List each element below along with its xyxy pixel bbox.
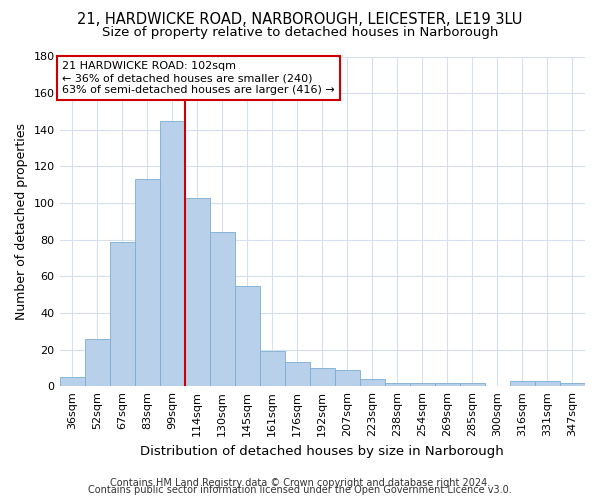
Bar (85, 338, 110, 386)
Text: Size of property relative to detached houses in Narborough: Size of property relative to detached ho… (102, 26, 498, 39)
Bar (209, 232, 235, 386)
Bar (335, 370, 360, 386)
Bar (110, 242, 134, 386)
Bar (535, 381, 560, 386)
Bar (59, 377, 85, 386)
Bar (385, 382, 410, 386)
Bar (260, 352, 285, 386)
Y-axis label: Number of detached properties: Number of detached properties (15, 123, 28, 320)
Bar (310, 368, 335, 386)
Bar (410, 382, 435, 386)
Bar (285, 362, 310, 386)
Bar (560, 382, 585, 386)
Bar (360, 379, 385, 386)
Bar (235, 286, 260, 386)
Bar (460, 382, 485, 386)
Text: Contains HM Land Registry data © Crown copyright and database right 2024.: Contains HM Land Registry data © Crown c… (110, 478, 490, 488)
X-axis label: Distribution of detached houses by size in Narborough: Distribution of detached houses by size … (140, 444, 504, 458)
Bar (510, 381, 535, 386)
Text: 21, HARDWICKE ROAD, NARBOROUGH, LEICESTER, LE19 3LU: 21, HARDWICKE ROAD, NARBOROUGH, LEICESTE… (77, 12, 523, 28)
Text: 21 HARDWICKE ROAD: 102sqm
← 36% of detached houses are smaller (240)
63% of semi: 21 HARDWICKE ROAD: 102sqm ← 36% of detac… (62, 62, 335, 94)
Text: Contains public sector information licensed under the Open Government Licence v3: Contains public sector information licen… (88, 485, 512, 495)
Bar (160, 120, 185, 386)
Bar (185, 198, 209, 386)
Bar (435, 382, 460, 386)
Bar (134, 180, 160, 386)
